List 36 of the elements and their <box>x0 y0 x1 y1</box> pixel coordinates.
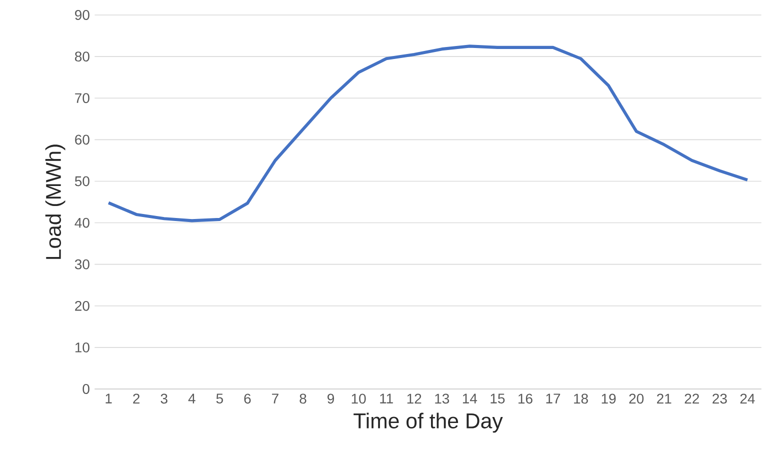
y-tick-label: 60 <box>75 134 90 145</box>
x-tick-label: 9 <box>328 394 334 404</box>
y-tick-label: 10 <box>75 342 90 352</box>
x-tick-label: 15 <box>490 394 505 404</box>
x-tick-label: 5 <box>216 394 223 404</box>
x-tick-label: 21 <box>657 394 672 404</box>
x-tick-label: 2 <box>133 394 140 404</box>
x-tick-label: 20 <box>629 394 644 404</box>
x-tick-label: 10 <box>352 394 366 404</box>
x-tick-label: 12 <box>407 394 422 404</box>
x-tick-label: 19 <box>602 394 616 404</box>
x-tick-label: 13 <box>435 394 450 404</box>
y-axis-title: Load (MWh) <box>45 144 66 259</box>
y-tick-label: 20 <box>75 300 90 311</box>
y-tick-label: 80 <box>74 52 90 62</box>
x-tick-label: 7 <box>272 394 278 404</box>
x-tick-label: 22 <box>684 394 699 404</box>
y-tick-label: 0 <box>82 384 90 394</box>
x-tick-label: 3 <box>160 394 168 404</box>
y-tick-label: 50 <box>74 176 90 186</box>
x-tick-label: 11 <box>380 394 393 404</box>
x-axis-title: Time of the Day <box>354 412 503 433</box>
x-tick-label: 6 <box>244 394 251 404</box>
y-tick-label: 70 <box>75 93 90 104</box>
x-tick-label: 17 <box>546 394 560 404</box>
y-tick-label: 90 <box>75 10 90 20</box>
x-tick-label: 23 <box>712 394 727 404</box>
x-tick-label: 16 <box>518 394 532 404</box>
x-tick-label: 18 <box>574 394 588 404</box>
x-tick-label: 1 <box>106 394 112 404</box>
x-tick-label: 8 <box>300 394 306 404</box>
y-tick-label: 30 <box>74 259 90 270</box>
x-tick-label: 24 <box>740 394 755 404</box>
x-tick-label: 4 <box>188 394 196 404</box>
y-tick-label: 40 <box>74 218 90 228</box>
x-tick-label: 14 <box>462 394 478 404</box>
